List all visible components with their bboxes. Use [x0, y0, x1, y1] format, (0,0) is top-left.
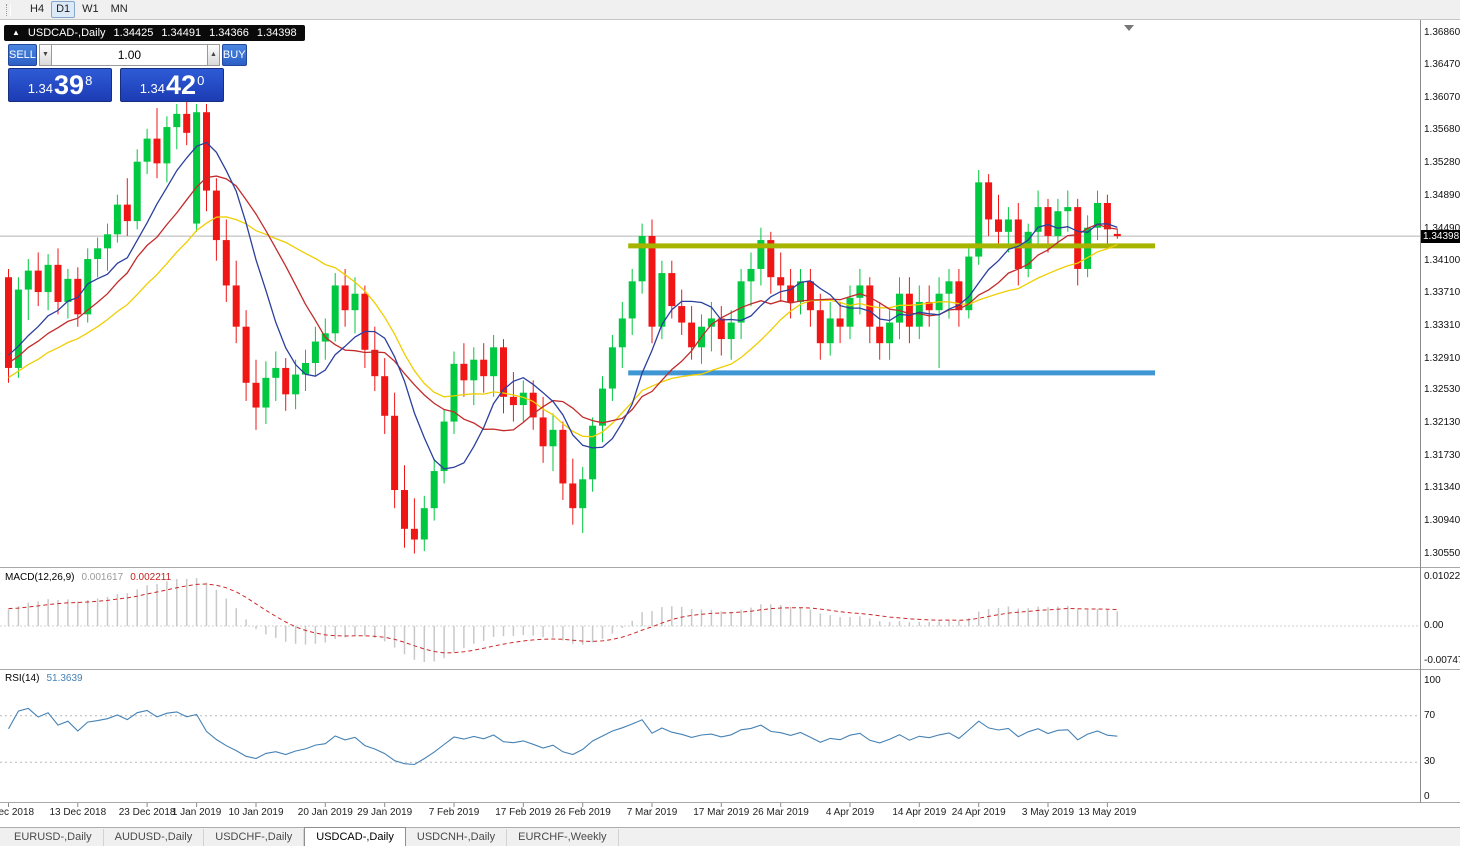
rsi-axis-label: 0 — [1424, 791, 1430, 802]
macd-axis-label: 0.00 — [1424, 620, 1444, 631]
time-axis-label: 14 Apr 2019 — [892, 807, 947, 818]
price-axis-label: 1.31340 — [1424, 482, 1460, 494]
timeframe-button-mn[interactable]: MN — [110, 3, 128, 15]
macd-axis-label: -0.007477 — [1424, 655, 1460, 666]
scroll-anchor-icon[interactable] — [1124, 25, 1134, 31]
time-axis-label: 7 Mar 2019 — [626, 807, 678, 818]
volume-control: ▼ ▲ — [38, 44, 220, 66]
time-axis-label: 4 Apr 2019 — [825, 807, 875, 818]
price-axis-label: 1.34100 — [1424, 254, 1460, 266]
rsi-axis-label: 30 — [1424, 756, 1436, 768]
time-axis-label: 7 Feb 2019 — [428, 807, 480, 818]
price-axis-label: 1.32910 — [1424, 352, 1460, 364]
macd-histogram — [7, 578, 1119, 662]
price-axis-label: 1.35280 — [1424, 157, 1460, 169]
moving-average-21 — [8, 216, 1118, 438]
time-axis-label: 13 Dec 2018 — [49, 807, 107, 818]
time-axis-label: 26 Mar 2019 — [752, 807, 809, 818]
rsi-indicator-label: RSI(14) 51.3639 — [5, 673, 83, 684]
timeframe-button-group: H4 D1 W1 MN — [25, 1, 135, 18]
candles-layer — [5, 99, 1121, 554]
chart-tab-usdchf-daily[interactable]: USDCHF-,Daily — [204, 829, 305, 846]
price-axis-label: 1.33710 — [1424, 286, 1460, 298]
timeframe-button-w1[interactable]: W1 — [82, 3, 99, 15]
time-axis-label: 20 Jan 2019 — [297, 807, 353, 818]
time-axis-label: 4 Dec 2018 — [0, 807, 35, 818]
price-axis-label: 1.36860 — [1424, 27, 1460, 39]
macd-indicator-label: MACD(12,26,9) 0.001617 0.002211 — [5, 572, 171, 583]
time-axis-label: 10 Jan 2019 — [228, 807, 284, 818]
price-axis-label: 1.36470 — [1424, 59, 1460, 71]
price-axis-label: 1.34890 — [1424, 189, 1460, 201]
price-axis-label: 1.32530 — [1424, 384, 1460, 396]
sell-price-pips: 39 — [54, 69, 85, 100]
sell-price-prefix: 1.34 — [27, 81, 54, 96]
ohlc-open: 1.34425 — [113, 27, 154, 39]
price-axis-label: 1.30550 — [1424, 547, 1460, 559]
volume-decrease-button[interactable]: ▼ — [38, 44, 52, 66]
rsi-axis-label: 100 — [1424, 675, 1441, 686]
macd-main-value: 0.001617 — [81, 572, 124, 583]
sell-price-button[interactable]: 1.34 39 8 — [8, 68, 112, 102]
chart-title-bar: ▲ USDCAD-,Daily 1.34425 1.34491 1.34366 … — [4, 25, 305, 41]
ohlc-close: 1.34398 — [256, 27, 297, 39]
moving-average-13 — [8, 175, 1118, 432]
macd-signal-value: 0.002211 — [130, 572, 172, 583]
volume-increase-button[interactable]: ▲ — [206, 44, 220, 66]
time-axis-label: 17 Feb 2019 — [495, 807, 552, 818]
buy-price-prefix: 1.34 — [139, 81, 166, 96]
price-axis-label: 1.34490 — [1424, 222, 1460, 234]
price-axis-label: 1.36070 — [1424, 92, 1460, 104]
ohlc-high: 1.34491 — [161, 27, 202, 39]
price-axis-label: 1.30940 — [1424, 515, 1460, 527]
buy-price-point: 0 — [197, 73, 205, 88]
collapse-trade-panel-icon[interactable]: ▲ — [12, 28, 20, 37]
buy-price-button[interactable]: 1.34 42 0 — [120, 68, 224, 102]
rsi-line — [8, 707, 1118, 766]
chart-tabs-bar: EURUSD-,Daily AUDUSD-,Daily USDCHF-,Daily U… — [0, 827, 1460, 846]
timeframe-button-d1[interactable]: D1 — [51, 1, 76, 18]
time-axis-label: 24 Apr 2019 — [951, 807, 1006, 818]
macd-signal-line — [8, 583, 1118, 654]
current-price-badge: 1.34398 — [1421, 229, 1460, 243]
time-axis-label: 13 May 2019 — [1078, 807, 1137, 818]
chart-tab-usdcnh-daily[interactable]: USDCNH-,Daily — [406, 829, 508, 846]
time-axis-label: 26 Feb 2019 — [554, 807, 611, 818]
ohlc-low: 1.34366 — [209, 27, 249, 39]
chart-symbol-title: USDCAD-,Daily — [27, 27, 106, 39]
time-axis-label: 1 Jan 2019 — [171, 807, 222, 818]
price-axis-label: 1.33310 — [1424, 319, 1460, 331]
macd-axis-label: 0.010229 — [1424, 571, 1460, 582]
sell-price-point: 8 — [85, 73, 93, 88]
time-axis-label: 29 Jan 2019 — [357, 807, 413, 818]
toolbar-grip[interactable] — [6, 3, 11, 16]
time-axis-label: 17 Mar 2019 — [693, 807, 750, 818]
rsi-value: 51.3639 — [46, 673, 83, 684]
time-axis-label: 3 May 2019 — [1021, 807, 1075, 818]
timeframe-toolbar: H4 D1 W1 MN — [0, 0, 1460, 20]
one-click-trading-panel: SELL ▼ ▲ BUY 1.34 39 8 1.34 42 0 — [8, 44, 247, 102]
buy-price-pips: 42 — [166, 69, 197, 100]
price-axis-label: 1.32130 — [1424, 417, 1460, 429]
chart-tab-audusd-daily[interactable]: AUDUSD-,Daily — [104, 829, 205, 846]
volume-input[interactable] — [51, 44, 207, 66]
price-axis-label: 1.35680 — [1424, 124, 1460, 136]
chart-tab-eurusd-daily[interactable]: EURUSD-,Daily — [3, 829, 104, 846]
chart-tab-usdcad-daily[interactable]: USDCAD-,Daily — [304, 827, 406, 846]
macd-name: MACD(12,26,9) — [5, 572, 75, 583]
buy-button[interactable]: BUY — [221, 44, 247, 66]
rsi-axis-label: 70 — [1424, 709, 1436, 721]
sell-button[interactable]: SELL — [8, 44, 37, 66]
price-axis-label: 1.31730 — [1424, 450, 1460, 462]
rsi-name: RSI(14) — [5, 673, 40, 684]
time-axis-label: 23 Dec 2018 — [118, 807, 176, 818]
moving-average-8 — [8, 141, 1118, 470]
chart-tab-eurchf-weekly[interactable]: EURCHF-,Weekly — [507, 829, 619, 846]
timeframe-button-h4[interactable]: H4 — [30, 3, 45, 15]
